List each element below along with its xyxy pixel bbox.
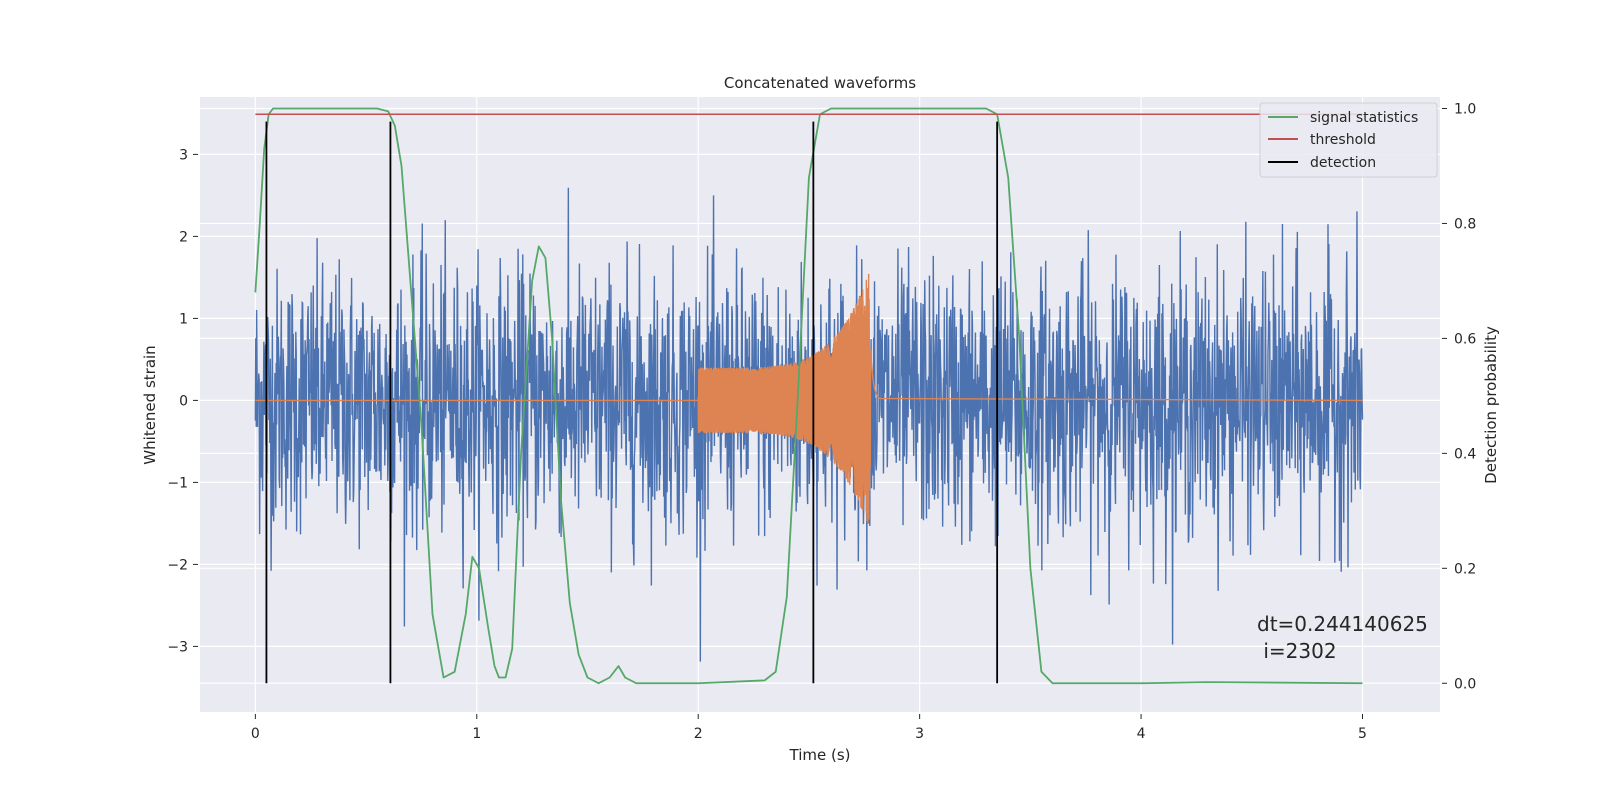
yl-tick-label-2: −1	[167, 475, 188, 491]
statistics-layer	[254, 107, 1363, 685]
statistics-line	[254, 107, 1363, 685]
annotation-dt: dt=0.244140625	[1257, 612, 1428, 636]
legend: signal statistics threshold detection	[1259, 102, 1438, 178]
yl-tick-label-6: 3	[179, 147, 188, 163]
yr-tick-label-2: 0.4	[1454, 446, 1476, 462]
yl-tick-label-3: 0	[179, 393, 188, 409]
x-tick-label-4: 4	[1137, 726, 1146, 742]
x-axis-label: Time (s)	[789, 746, 851, 764]
legend-label-threshold: threshold	[1310, 132, 1376, 148]
yr-tick-label-3: 0.6	[1454, 331, 1476, 347]
x-tick-label-5: 5	[1358, 726, 1367, 742]
x-tick-label-2: 2	[694, 726, 703, 742]
yl-tick-label-0: −3	[167, 639, 188, 655]
yr-tick-label-4: 0.8	[1454, 216, 1476, 232]
yr-tick-label-5: 1.0	[1454, 101, 1476, 117]
y-axis-label-right: Detection probability	[1482, 326, 1500, 484]
yr-tick-label-1: 0.2	[1454, 561, 1476, 577]
legend-label-statistics: signal statistics	[1310, 110, 1418, 126]
legend-box	[1259, 102, 1438, 178]
legend-label-detection: detection	[1310, 155, 1376, 171]
y-axis-label-left: Whitened strain	[141, 345, 159, 464]
x-tick-label-3: 3	[915, 726, 924, 742]
yr-tick-label-0: 0.0	[1454, 676, 1476, 692]
annotation-i: i=2302	[1257, 639, 1337, 663]
tick-layer: 0 1 2 3 4 5 −3 −2 −1 0 1 2 3 0.0 0.2 0.4 0.6 0.8 1.0	[167, 101, 1476, 742]
x-tick-label-0: 0	[251, 726, 260, 742]
yl-tick-label-1: −2	[167, 557, 188, 573]
yl-tick-label-5: 2	[179, 229, 188, 245]
yl-tick-label-4: 1	[179, 311, 188, 327]
signal-line	[255, 273, 1363, 525]
x-tick-label-1: 1	[472, 726, 481, 742]
chart-title: Concatenated waveforms	[724, 74, 916, 92]
signal-layer	[255, 273, 1363, 525]
